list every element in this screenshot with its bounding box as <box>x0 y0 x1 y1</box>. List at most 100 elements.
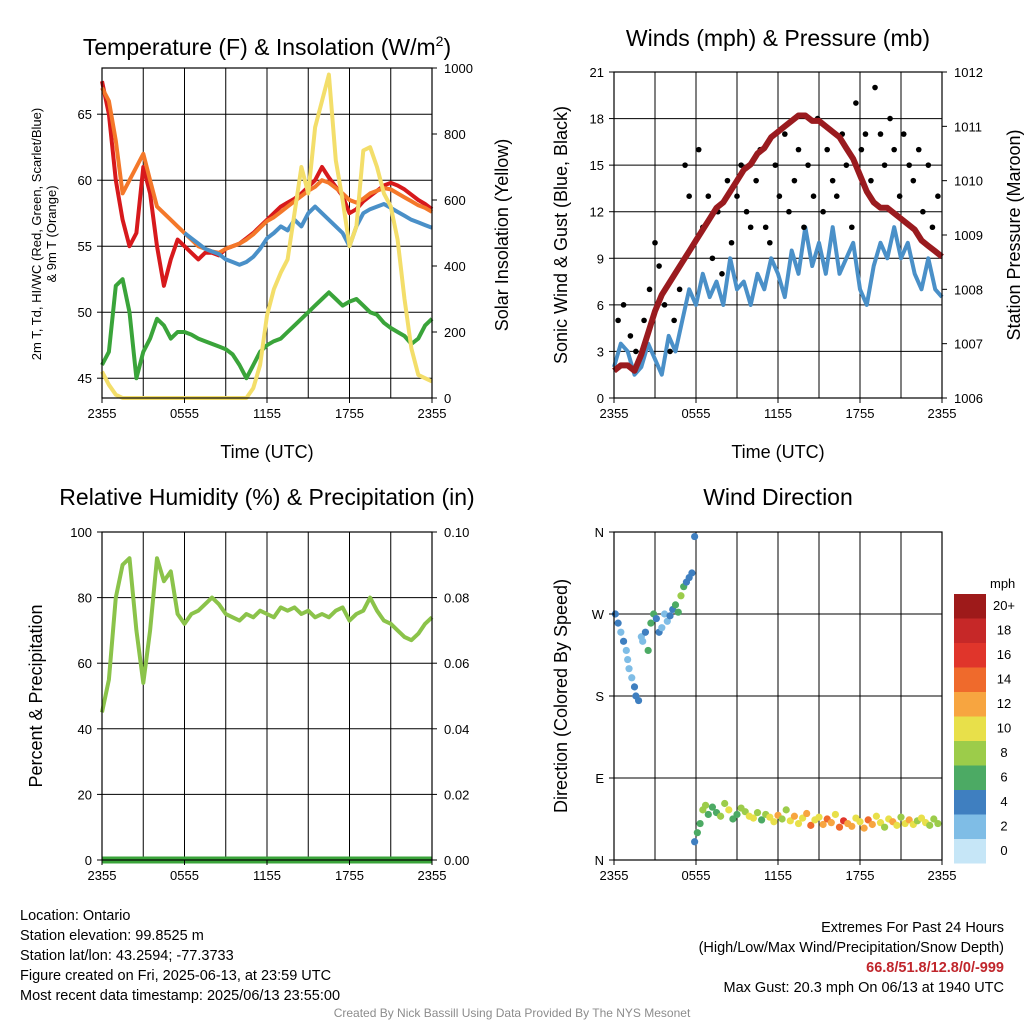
direction-point <box>848 822 856 830</box>
y-right-tick-label: 400 <box>444 259 466 274</box>
y-tick-label: W <box>592 607 605 622</box>
direction-y-label: Direction (Colored By Speed) <box>551 579 571 813</box>
legend-swatch <box>954 692 986 717</box>
direction-point <box>831 810 840 819</box>
x-tick-label: 2355 <box>88 868 117 883</box>
x-tick-label: 0555 <box>682 868 711 883</box>
y-tick-label: E <box>595 771 604 786</box>
gust-point <box>795 146 802 153</box>
legend-swatch <box>954 839 986 864</box>
direction-point <box>770 818 778 826</box>
gust-point <box>915 146 922 153</box>
direction-point <box>641 628 650 636</box>
gust-point <box>686 193 692 199</box>
gust-point <box>801 224 807 231</box>
gust-point <box>872 84 878 91</box>
temp-title: Temperature (F) & Insolation (W/m2) <box>83 33 451 60</box>
y-right-tick-label: 0.02 <box>444 787 469 802</box>
direction-point <box>868 820 876 829</box>
direction-point <box>782 806 790 814</box>
x-tick-label: 0555 <box>170 406 199 421</box>
direction-point <box>696 819 704 828</box>
recent-data-text: Most recent data timestamp: 2025/06/13 2… <box>20 988 341 1004</box>
direction-point <box>721 799 729 808</box>
legend-label: 18 <box>997 623 1011 638</box>
y-right-tick-label: 200 <box>444 325 466 340</box>
legend-swatch <box>954 594 986 619</box>
legend-swatch <box>954 643 986 668</box>
direction-point <box>647 619 655 627</box>
extremes-title: Extremes For Past 24 Hours <box>821 920 1004 936</box>
direction-point <box>749 814 758 822</box>
x-tick-label: 0555 <box>682 406 711 421</box>
direction-point <box>701 801 710 809</box>
direction-point <box>778 815 786 823</box>
direction-point <box>934 819 942 828</box>
direction-point <box>725 806 733 814</box>
x-tick-label: 1155 <box>253 868 281 883</box>
gust-point <box>656 263 662 269</box>
x-tick-label: 2355 <box>928 406 957 421</box>
direction-point <box>691 532 699 541</box>
wind-y-label: Sonic Wind & Gust (Blue, Black) <box>551 106 571 364</box>
gust-point <box>929 224 936 231</box>
direction-point <box>708 803 717 811</box>
rh-title: Relative Humidity (%) & Precipitation (i… <box>59 484 474 510</box>
gust-point <box>719 271 725 277</box>
td-line <box>100 277 434 381</box>
direction-point <box>628 674 636 682</box>
direction-point <box>803 809 811 818</box>
gust-point <box>810 193 817 199</box>
y-tick-label: 6 <box>597 298 604 313</box>
y-right-tick-label: 1000 <box>444 61 473 76</box>
gust-point <box>910 177 917 184</box>
x-tick-label: 2355 <box>418 868 447 883</box>
y-right-tick-label: 1008 <box>954 282 983 297</box>
gust-point <box>695 146 702 153</box>
y-tick-label: 80 <box>78 591 92 606</box>
y-tick-label: 60 <box>78 656 92 671</box>
x-tick-label: 0555 <box>170 868 199 883</box>
rh-y-label: Percent & Precipitation <box>26 604 46 787</box>
gust-point <box>627 333 634 339</box>
y-tick-label: N <box>595 853 604 868</box>
gust-point <box>767 239 773 246</box>
direction-point <box>872 812 881 820</box>
legend-label: 2 <box>1000 819 1007 834</box>
direction-point <box>926 821 934 829</box>
gust-point <box>724 177 731 184</box>
y-tick-label: 12 <box>590 205 604 220</box>
x-tick-label: 1155 <box>764 406 792 421</box>
direction-point <box>644 646 652 655</box>
temp-x-label: Time (UTC) <box>220 442 313 462</box>
gust-point <box>776 193 783 199</box>
gust-point <box>853 100 859 106</box>
direction-point <box>666 612 674 620</box>
gust-point <box>652 239 658 246</box>
9m-t-line <box>100 86 434 255</box>
legend-label: 20+ <box>993 598 1015 613</box>
direction-point <box>688 569 696 577</box>
gust-point <box>925 162 932 168</box>
y-tick-label: 65 <box>78 107 92 122</box>
gust-point <box>667 348 673 355</box>
temp-y-label-line1: 2m T, Td, HI/WC (Red, Green, Scarlet/Blu… <box>29 108 44 360</box>
elevation-text: Station elevation: 99.8525 m <box>20 928 204 944</box>
direction-title: Wind Direction <box>703 484 853 510</box>
extremes-values: 66.8/51.8/12.8/0/-999 <box>866 960 1004 976</box>
gust-point <box>734 193 740 199</box>
x-tick-label: 1155 <box>764 868 792 883</box>
gust-point <box>877 131 884 137</box>
direction-point <box>827 819 835 827</box>
direction-point <box>624 655 632 664</box>
gust-point <box>728 239 735 246</box>
gust-point <box>633 348 639 355</box>
direction-point <box>619 637 628 645</box>
direction-point <box>693 829 701 837</box>
gust-point <box>824 146 830 153</box>
direction-point <box>753 809 762 817</box>
y-tick-label: 20 <box>78 787 92 802</box>
gust-point <box>782 131 788 137</box>
x-tick-label: 1155 <box>253 406 281 421</box>
